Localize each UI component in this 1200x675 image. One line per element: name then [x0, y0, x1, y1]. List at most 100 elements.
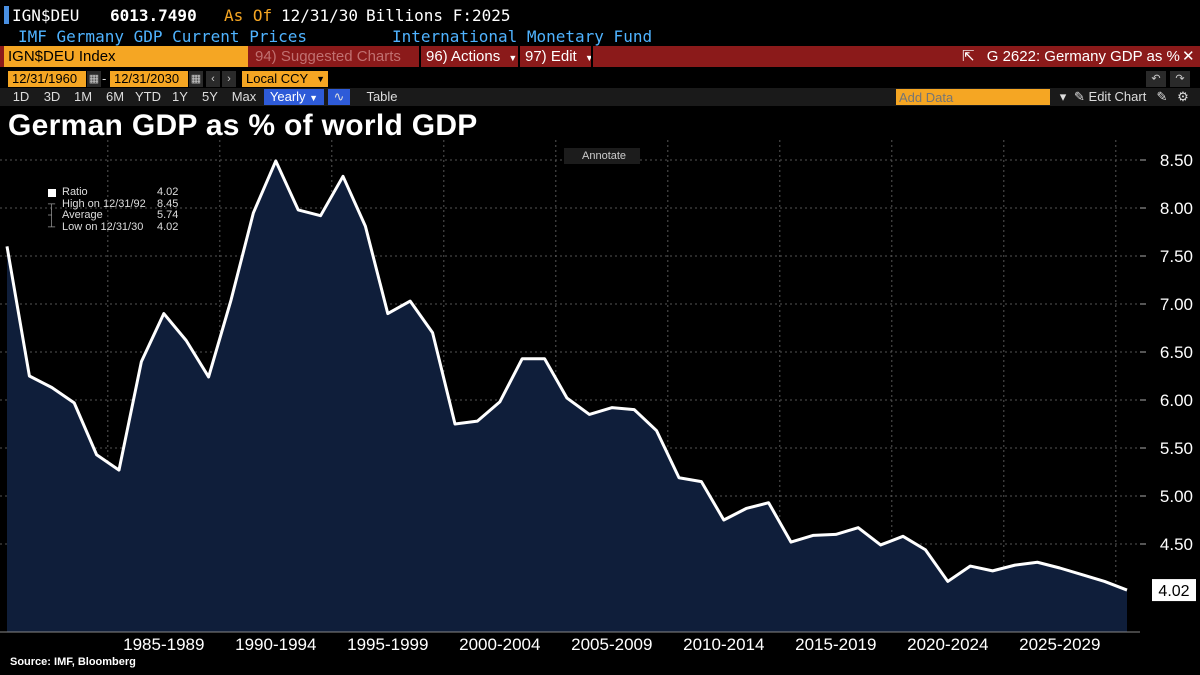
end-date-input[interactable]: 12/31/2030	[110, 71, 188, 87]
description-bar: IMF Germany GDP Current Prices Internati…	[0, 26, 1200, 46]
units-label: Billions F:2025	[366, 6, 511, 25]
chevron-down-icon: ▼	[584, 53, 594, 63]
calendar-icon[interactable]: ▦	[87, 71, 101, 87]
chevron-down-icon: ▼	[508, 53, 518, 63]
series-area	[7, 160, 1127, 632]
y-tick-label: 6.50	[1160, 343, 1193, 362]
chart-area[interactable]: 4.50 5.00 5.50 6.00 6.50 7.00 7.50 8.00 8.50 198…	[0, 140, 1200, 655]
legend-swatch	[48, 189, 56, 197]
period-1m[interactable]: 1M	[73, 89, 93, 104]
period-ytd[interactable]: YTD	[135, 89, 161, 104]
x-tick-label: 2015-2019	[795, 635, 876, 654]
currency-value: Local CCY	[246, 71, 309, 86]
source-name: International Monetary Fund	[392, 27, 653, 46]
actions-menu[interactable]: 96) Actions ▼	[422, 46, 518, 67]
x-tick-label: 1985-1989	[123, 635, 204, 654]
edit-chart-label: Edit Chart	[1088, 89, 1147, 104]
currency-select[interactable]: Local CCY ▼	[242, 71, 328, 87]
last-value-tag: 4.02	[1152, 579, 1196, 602]
chevron-down-icon: ▼	[309, 93, 319, 103]
chevron-left-icon[interactable]: ‹	[206, 71, 220, 87]
redo-icon[interactable]: ↷	[1170, 71, 1190, 87]
add-data-input[interactable]	[896, 89, 1050, 105]
legend-marker-icon: ┤	[48, 210, 56, 221]
series-description: IMF Germany GDP Current Prices	[18, 27, 307, 46]
y-tick-label: 5.00	[1160, 487, 1193, 506]
chevron-right-icon[interactable]: ›	[222, 71, 236, 87]
gear-icon[interactable]: ⚙	[1177, 89, 1189, 104]
chart-type-icon[interactable]: ∿	[328, 89, 350, 105]
x-tick-label: 2020-2024	[907, 635, 988, 654]
y-tick-label: 7.00	[1160, 295, 1193, 314]
export-icon[interactable]: ⇱	[962, 48, 975, 65]
edit-settings-icon[interactable]: ✎	[1156, 89, 1168, 104]
period-5y[interactable]: 5Y	[202, 89, 218, 104]
x-axis: 1985-1989 1990-1994 1995-1999 2000-2004 2005…	[123, 635, 1100, 654]
ticker-accent-bar	[4, 6, 9, 24]
toolbar: IGN$DEU Index 94) Suggested Charts 96) A…	[0, 46, 1200, 67]
x-tick-label: 2000-2004	[459, 635, 540, 654]
period-3d[interactable]: 3D	[43, 89, 61, 104]
function-title-text: G 2622: Germany GDP as %	[986, 48, 1180, 65]
period-bar: 1D 3D 1M 6M YTD 1Y 5Y Max Yearly ▼ ∿ Tab…	[0, 88, 1200, 106]
security-field[interactable]: IGN$DEU Index	[4, 46, 248, 67]
close-icon[interactable]: ✕	[1182, 48, 1195, 65]
x-tick-label: 2025-2029	[1019, 635, 1100, 654]
annotate-label: Annotate	[582, 150, 627, 162]
edit-label: 97) Edit	[525, 48, 577, 65]
legend-average-label: Average	[62, 209, 103, 221]
y-tick-label: 4.50	[1160, 535, 1193, 554]
period-1y[interactable]: 1Y	[172, 89, 188, 104]
legend-series-value: 4.02	[157, 186, 179, 198]
y-axis: 4.50 5.00 5.50 6.00 6.50 7.00 7.50 8.00 8.50	[1140, 151, 1193, 554]
y-tick-label: 6.00	[1160, 391, 1193, 410]
chevron-down-icon: ▼	[316, 74, 325, 84]
period-6m[interactable]: 6M	[105, 89, 125, 104]
legend-average-value: 5.74	[157, 209, 179, 221]
legend-low-value: 4.02	[157, 220, 179, 233]
calendar-icon[interactable]: ▦	[189, 71, 203, 87]
toolbar-divider	[591, 46, 593, 67]
x-tick-label: 2010-2014	[683, 635, 764, 654]
x-tick-label: 2005-2009	[571, 635, 652, 654]
range-dash: -	[102, 71, 107, 86]
legend-high-value: 8.45	[157, 197, 179, 210]
y-tick-label: 8.50	[1160, 151, 1193, 170]
edit-menu[interactable]: 97) Edit ▼	[521, 46, 594, 67]
source-footnote: Source: IMF, Bloomberg	[10, 656, 136, 668]
toolbar-divider	[518, 46, 520, 67]
x-tick-label: 1990-1994	[235, 635, 316, 654]
x-tick-label: 1995-1999	[347, 635, 428, 654]
ticker[interactable]: IGN$DEU	[12, 6, 80, 25]
y-tick-label: 7.50	[1160, 247, 1193, 266]
legend-marker-icon: ┬	[48, 198, 56, 210]
last-value: 6013.7490	[110, 6, 197, 25]
y-tick-label: 8.00	[1160, 199, 1193, 218]
frequency-value: Yearly	[269, 89, 306, 104]
y-tick-label: 5.50	[1160, 439, 1193, 458]
legend-high-label: High on 12/31/92	[62, 197, 146, 210]
undo-icon[interactable]: ↶	[1146, 71, 1166, 87]
series-line	[5, 159, 1128, 592]
frequency-select[interactable]: Yearly ▼	[264, 89, 324, 105]
legend-low-label: Low on 12/31/30	[62, 220, 144, 233]
toolbar-divider	[419, 46, 421, 67]
suggested-charts-button[interactable]: 94) Suggested Charts	[255, 48, 401, 65]
function-title: ⇱ G 2622: Germany GDP as %	[958, 46, 1180, 67]
last-value-label: 4.02	[1158, 583, 1189, 600]
date-range-bar: 12/31/1960 ▦ - 12/31/2030 ▦ ‹ › Local CC…	[0, 71, 1200, 88]
as-of-date: 12/31/30	[281, 6, 359, 25]
period-1d[interactable]: 1D	[12, 89, 30, 104]
start-date-input[interactable]: 12/31/1960	[8, 71, 86, 87]
edit-chart-button[interactable]: ✎ Edit Chart	[1074, 89, 1150, 105]
as-of-label: As Of	[224, 6, 273, 25]
period-max[interactable]: Max	[231, 89, 257, 104]
actions-label: 96) Actions	[426, 48, 501, 65]
dropdown-chevron-icon[interactable]: ▾	[1059, 89, 1067, 104]
chart-title: German GDP as % of world GDP	[8, 109, 478, 142]
table-button[interactable]: Table	[366, 89, 398, 104]
legend-marker-icon: ┴	[48, 221, 56, 233]
legend-series-label: Ratio	[62, 186, 88, 198]
annotate-button[interactable]: Annotate	[564, 148, 640, 164]
header-bar: IGN$DEU 6013.7490 As Of 12/31/30 Billion…	[0, 4, 1200, 26]
